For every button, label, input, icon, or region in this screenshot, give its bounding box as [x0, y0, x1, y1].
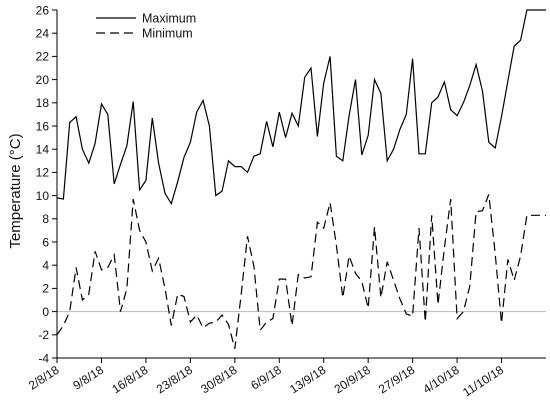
- y-tick-label: 10: [36, 189, 50, 203]
- legend-minimum-label: Minimum: [142, 27, 193, 41]
- y-tick-label: -4: [38, 351, 49, 365]
- y-tick-label: 4: [42, 259, 49, 273]
- x-ticks: 2/8/18 9/8/18 16/8/18 23/8/18 30/8/18 6/9/18 1…: [26, 358, 506, 399]
- y-tick-label: 8: [42, 212, 49, 226]
- x-tick-label: 13/9/18: [287, 363, 328, 397]
- y-tick-label: 24: [36, 27, 50, 41]
- y-tick-label: 18: [36, 96, 50, 110]
- legend: Maximum Minimum: [96, 12, 196, 41]
- x-tick-label: 6/9/18: [248, 363, 284, 393]
- series-maximum-line: [56, 9, 546, 206]
- y-tick-label: 6: [42, 235, 49, 249]
- x-tick-label: 9/8/18: [70, 363, 106, 393]
- legend-maximum-label: Maximum: [142, 12, 196, 26]
- x-tick-label: 11/10/18: [460, 363, 506, 400]
- x-tick-label: 4/10/18: [421, 363, 462, 397]
- y-axis-label: Temperature (°C): [7, 133, 24, 248]
- y-tick-label: 26: [36, 3, 50, 17]
- x-tick-label: 20/9/18: [332, 363, 373, 397]
- y-tick-label: 14: [36, 143, 50, 157]
- y-tick-label: 0: [42, 305, 49, 319]
- y-tick-label: 22: [36, 50, 50, 64]
- x-tick-label: 16/8/18: [109, 363, 150, 397]
- series-minimum-line: [56, 194, 546, 349]
- y-tick-label: 2: [42, 282, 49, 296]
- x-tick-label: 23/8/18: [154, 363, 195, 397]
- y-tick-label: 16: [36, 119, 50, 133]
- x-tick-label: 30/8/18: [198, 363, 239, 397]
- y-tick-label: 12: [36, 166, 50, 180]
- x-tick-label: 2/8/18: [26, 363, 62, 393]
- plot-area: [56, 9, 546, 349]
- y-tick-label: -2: [38, 328, 49, 342]
- x-tick-label: 27/9/18: [376, 363, 417, 397]
- y-tick-label: 20: [36, 73, 50, 87]
